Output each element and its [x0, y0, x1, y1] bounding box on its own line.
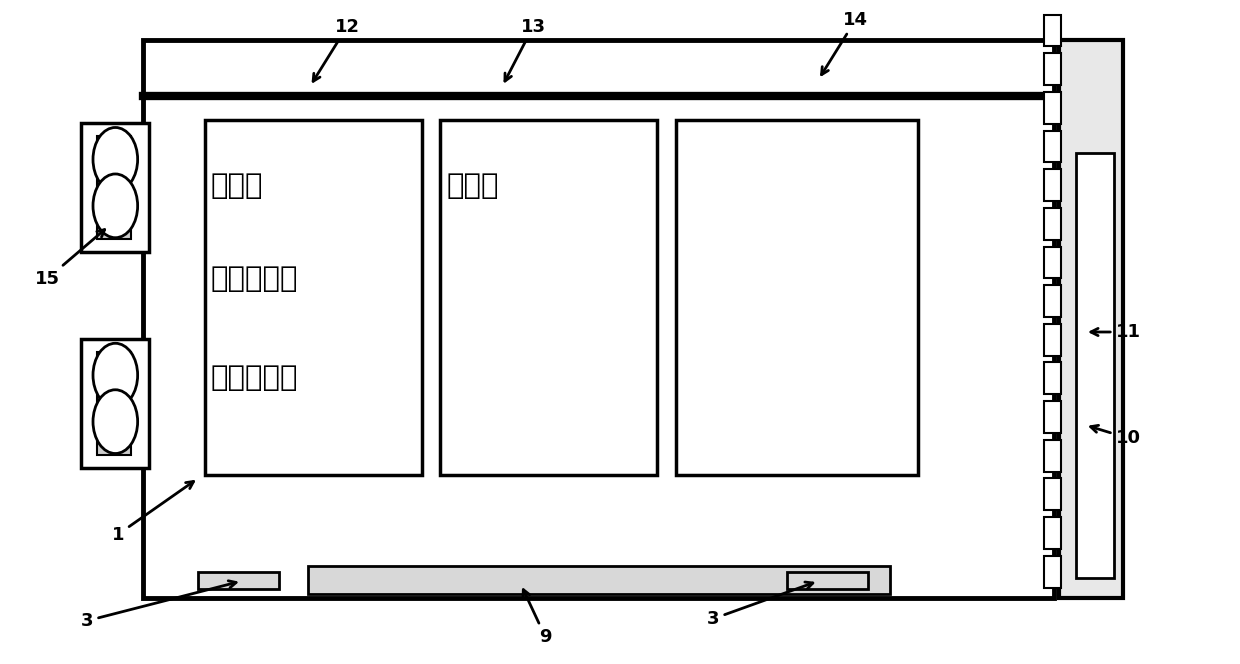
Bar [308, 566, 890, 594]
Text: 10: 10 [1091, 426, 1141, 448]
Bar [1044, 246, 1061, 278]
Bar [440, 120, 657, 475]
Bar [81, 339, 149, 468]
Bar [1044, 169, 1061, 201]
Bar [787, 572, 868, 589]
Ellipse shape [93, 127, 138, 191]
Bar [81, 123, 149, 252]
Text: 9: 9 [523, 590, 552, 647]
Text: 3: 3 [707, 582, 813, 628]
Bar [205, 120, 422, 475]
Bar [97, 352, 131, 455]
Bar [1044, 324, 1061, 356]
Bar [1044, 53, 1061, 85]
Bar [1044, 15, 1061, 46]
Bar [1044, 556, 1061, 588]
Bar [97, 136, 131, 239]
Text: 湿度：: 湿度： [446, 172, 498, 200]
Text: 15: 15 [35, 230, 104, 288]
Ellipse shape [93, 174, 138, 238]
Bar [1044, 440, 1061, 471]
Text: 温度：: 温度： [211, 172, 263, 200]
Text: 13: 13 [505, 17, 546, 81]
Bar [143, 40, 1054, 598]
Text: 14: 14 [822, 11, 868, 74]
Bar [1059, 40, 1123, 598]
Bar [198, 572, 279, 589]
Text: 11: 11 [1091, 323, 1141, 341]
Bar [1044, 363, 1061, 394]
Bar [676, 120, 918, 475]
Bar [1044, 517, 1061, 549]
Bar [1044, 92, 1061, 124]
Ellipse shape [93, 343, 138, 407]
Text: 1: 1 [112, 481, 193, 544]
Bar [1044, 479, 1061, 511]
Bar [1044, 401, 1061, 433]
Bar [1044, 208, 1061, 240]
Text: 3: 3 [81, 581, 236, 630]
Text: 瓦斯含量：: 瓦斯含量： [211, 265, 299, 293]
Text: 12: 12 [314, 17, 360, 81]
Bar [1044, 286, 1061, 317]
Bar [1044, 131, 1061, 163]
Text: 预警等级：: 预警等级： [211, 365, 299, 392]
Ellipse shape [93, 390, 138, 454]
Bar [1076, 153, 1114, 578]
